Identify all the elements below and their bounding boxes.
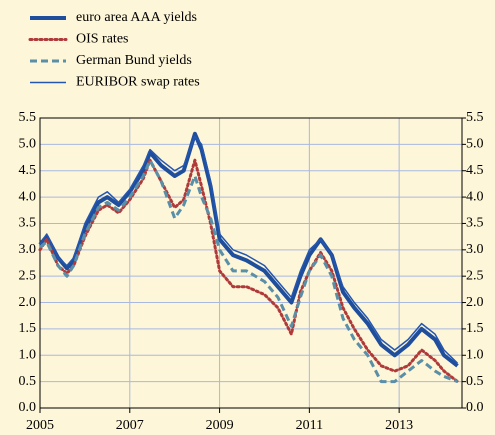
legend-label: OIS rates	[76, 32, 129, 47]
y-tick-label: 0.0	[19, 400, 37, 415]
x-tick-label: 2011	[296, 418, 323, 433]
y2-tick-label: 4.0	[466, 189, 484, 204]
legend-label: euro area AAA yields	[76, 10, 197, 25]
y-tick-label: 3.5	[19, 216, 37, 231]
legend-label: EURIBOR swap rates	[76, 75, 200, 90]
y2-tick-label: 1.0	[466, 347, 484, 362]
y2-tick-label: 5.5	[466, 110, 484, 125]
series-line	[38, 131, 459, 368]
series-line	[39, 158, 459, 384]
y-tick-label: 1.0	[19, 347, 37, 362]
y-tick-label: 2.5	[19, 268, 37, 283]
series-line	[39, 135, 459, 364]
y2-tick-label: 3.5	[466, 216, 484, 231]
y2-tick-label: 2.5	[466, 268, 484, 283]
y-tick-label: 4.5	[19, 163, 37, 178]
y-tick-label: 4.0	[19, 189, 37, 204]
y2-tick-label: 0.0	[466, 400, 484, 415]
x-tick-label: 2007	[116, 418, 144, 433]
y-tick-label: 2.0	[19, 295, 37, 310]
y-tick-label: 3.0	[19, 242, 37, 257]
y2-tick-label: 5.0	[466, 137, 484, 152]
y2-tick-label: 3.0	[466, 242, 484, 257]
x-tick-label: 2009	[206, 418, 234, 433]
x-tick-label: 2005	[26, 418, 54, 433]
series-line	[38, 158, 459, 384]
y-tick-label: 5.0	[19, 137, 37, 152]
y2-tick-label: 0.5	[466, 374, 484, 389]
plot-frame	[39, 117, 463, 409]
y-tick-label: 0.5	[19, 374, 37, 389]
y2-tick-label: 4.5	[466, 163, 484, 178]
legend-label: German Bund yields	[76, 53, 192, 68]
y-tick-label: 1.5	[19, 321, 37, 336]
x-tick-label: 2013	[385, 418, 413, 433]
y2-tick-label: 1.5	[466, 321, 484, 336]
y-tick-label: 5.5	[19, 110, 37, 125]
y2-tick-label: 2.0	[466, 295, 484, 310]
